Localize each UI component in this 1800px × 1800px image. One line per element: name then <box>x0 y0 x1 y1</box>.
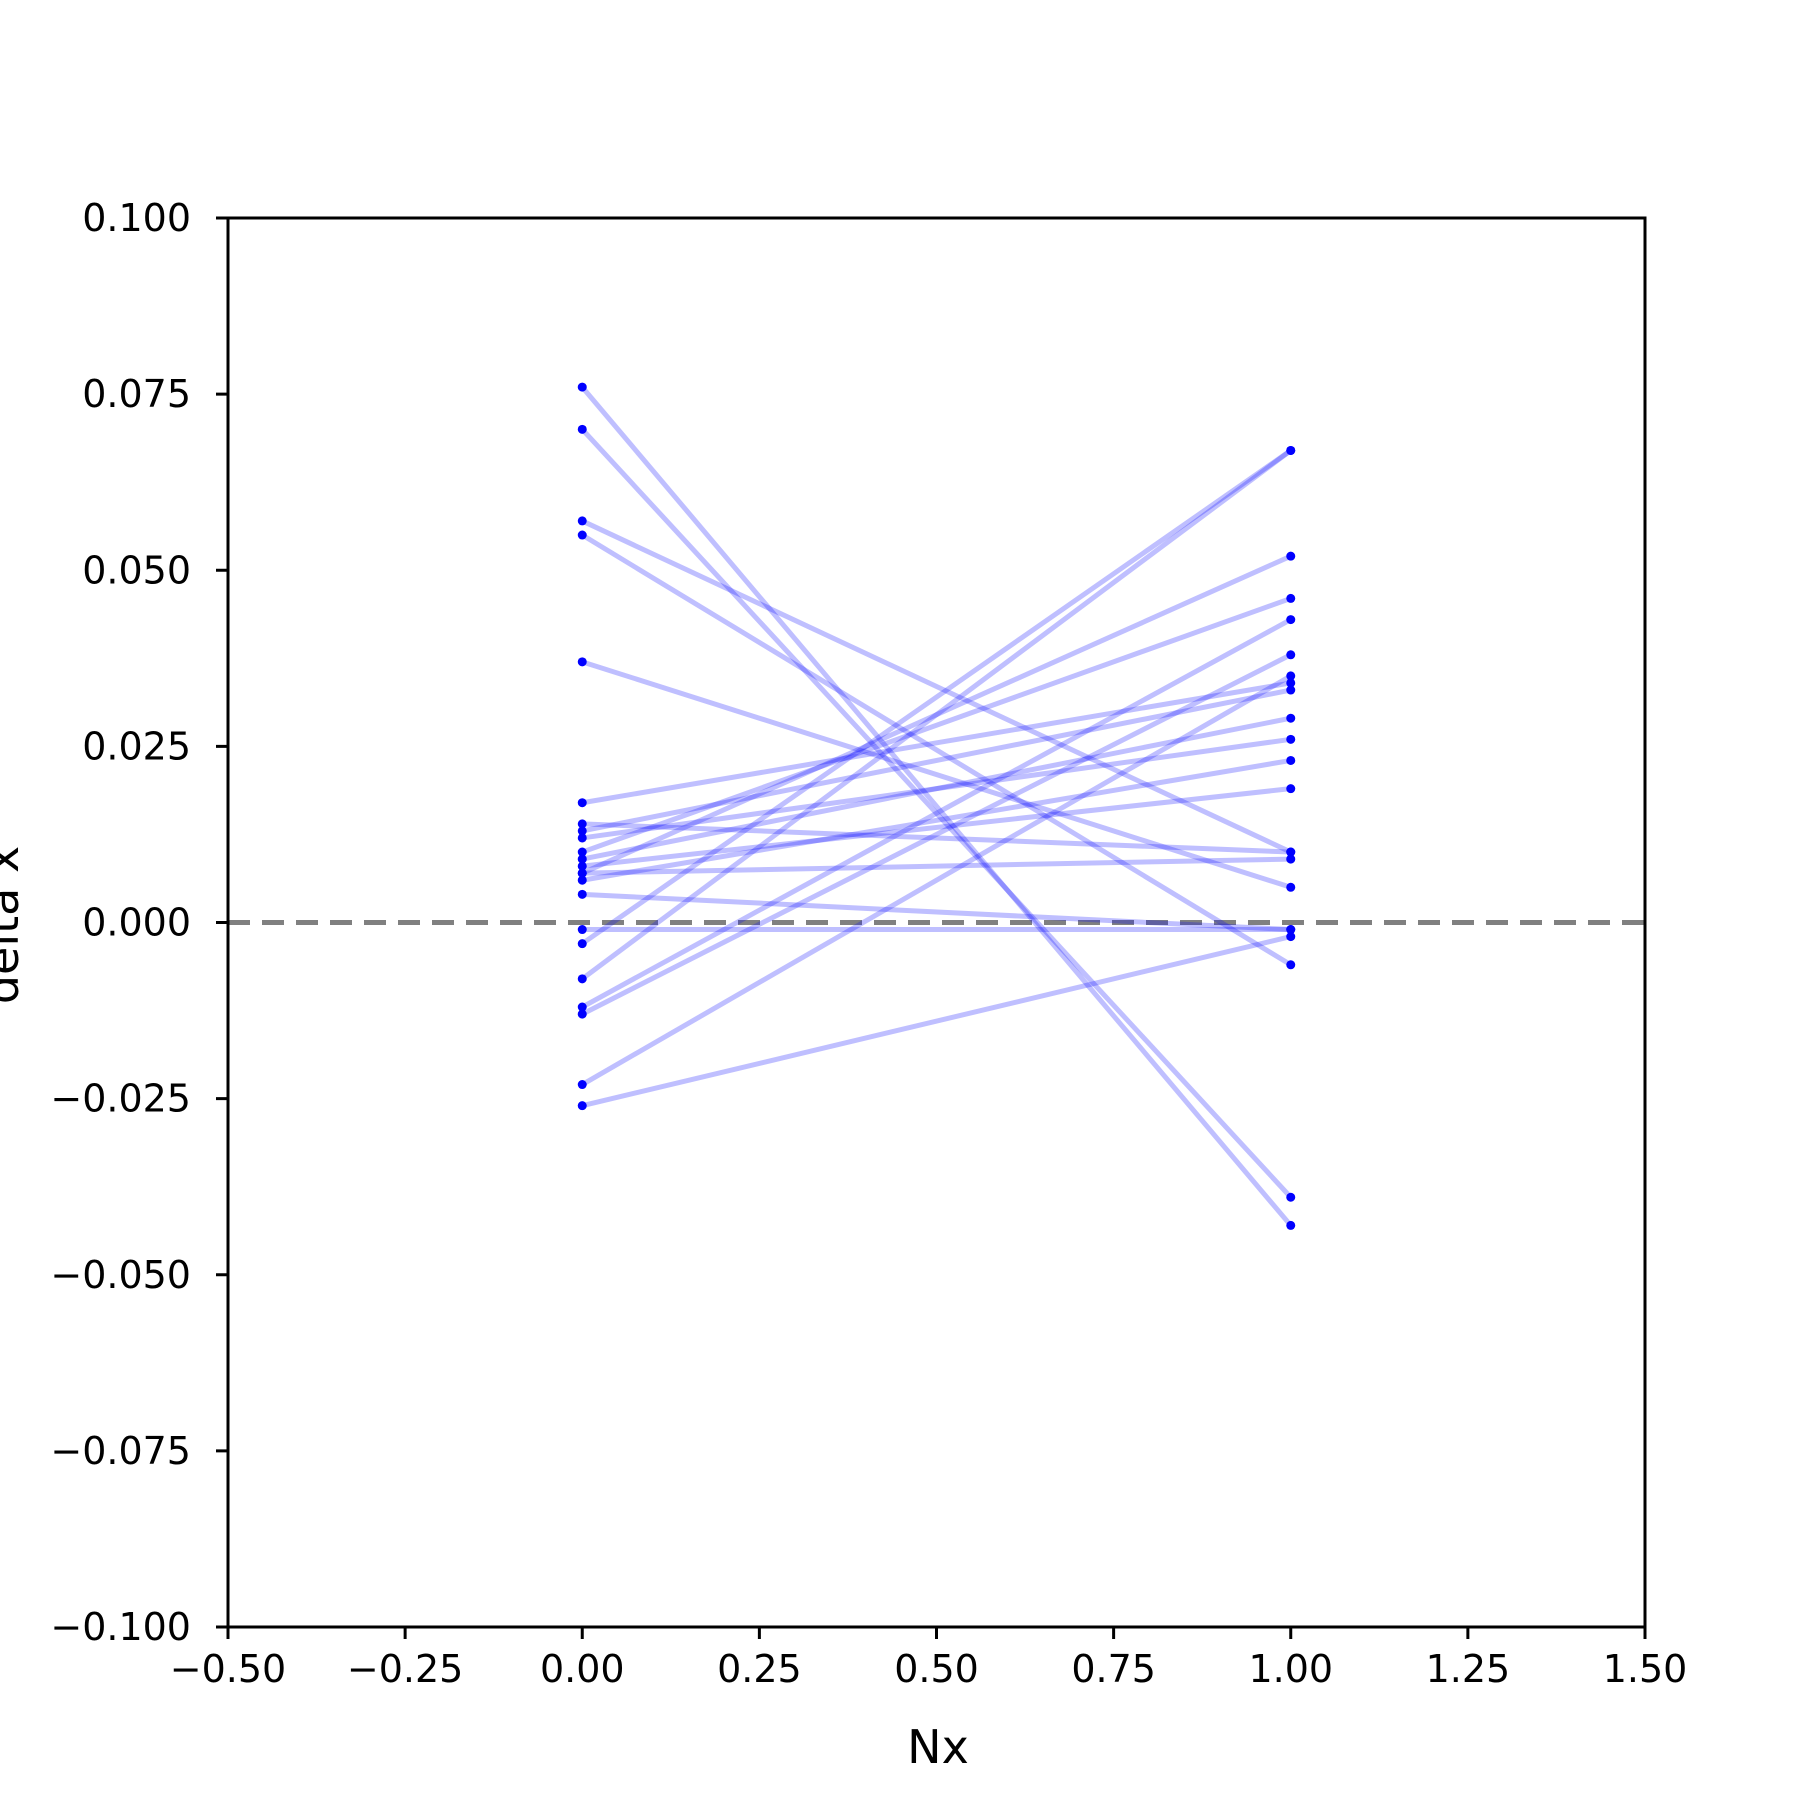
data-point-18-0 <box>577 974 587 984</box>
data-point-5-1 <box>1286 678 1296 688</box>
data-point-13-0 <box>577 868 587 878</box>
y-axis: −0.100 −0.075 −0.050 −0.025 0.000 0.025 0.050 0… <box>50 196 228 1649</box>
series-segment-7 <box>581 687 1292 834</box>
x-axis: −0.50 −0.25 0.00 0.25 0.50 0.75 1.00 1.25 1.50 <box>170 1627 1688 1691</box>
data-point-16-1 <box>1286 925 1296 935</box>
series-segment-13 <box>581 553 1292 876</box>
y-tick-label: −0.050 <box>50 1253 191 1297</box>
data-point-18-1 <box>1286 445 1296 455</box>
x-tick-label: −0.50 <box>170 1647 286 1691</box>
series-segment-5 <box>581 680 1292 806</box>
data-point-7-0 <box>577 826 587 836</box>
y-tick-label: 0.100 <box>82 196 191 240</box>
y-axis-label: delta x <box>0 846 29 1004</box>
x-tick-label: 0.00 <box>540 1647 625 1691</box>
x-tick-label: 0.75 <box>1071 1647 1156 1691</box>
data-point-21-1 <box>1286 671 1296 681</box>
y-tick-label: −0.100 <box>50 1605 191 1649</box>
data-point-9-1 <box>1286 593 1296 603</box>
data-point-5-0 <box>577 798 587 808</box>
data-point-8-1 <box>1286 734 1296 744</box>
y-tick-label: 0.075 <box>82 372 191 416</box>
series-segment-4 <box>581 659 1292 890</box>
data-point-15-0 <box>577 889 587 899</box>
series-segment-0 <box>580 385 1293 1228</box>
x-tick-label: 1.50 <box>1603 1647 1688 1691</box>
series-segment-20 <box>581 652 1292 1017</box>
data-point-8-0 <box>577 833 587 843</box>
data-point-22-1 <box>1286 932 1296 942</box>
series-segment-12 <box>582 856 1291 876</box>
data-point-6-1 <box>1286 847 1296 857</box>
series-segment-17 <box>580 448 1293 946</box>
series-segment-1 <box>580 427 1293 1199</box>
data-point-11-0 <box>577 861 587 871</box>
series-segment-11 <box>581 786 1292 869</box>
plot-area <box>226 216 1647 1629</box>
data-point-10-1 <box>1286 713 1296 723</box>
data-point-0-1 <box>1286 1220 1296 1230</box>
data-point-2-0 <box>577 516 587 526</box>
data-point-14-1 <box>1286 755 1296 765</box>
data-point-1-1 <box>1286 1192 1296 1202</box>
data-point-16-0 <box>577 925 587 935</box>
data-point-10-0 <box>577 854 587 864</box>
series-segment-8 <box>581 736 1292 841</box>
data-point-21-0 <box>577 1080 587 1090</box>
x-axis-label: Nx <box>907 1720 969 1774</box>
y-tick-label: 0.025 <box>82 724 191 768</box>
series-segment-10 <box>581 715 1292 862</box>
series-segment-18 <box>580 448 1293 981</box>
series-segment-14 <box>581 757 1292 883</box>
y-tick-label: −0.025 <box>50 1077 191 1121</box>
data-point-22-0 <box>577 1101 587 1111</box>
data-point-3-1 <box>1286 960 1296 970</box>
data-point-19-1 <box>1286 615 1296 625</box>
data-point-13-1 <box>1286 551 1296 561</box>
x-tick-label: 1.00 <box>1248 1647 1333 1691</box>
data-point-4-1 <box>1286 882 1296 892</box>
data-point-6-0 <box>577 819 587 829</box>
series-segment-9 <box>581 596 1292 855</box>
data-point-12-1 <box>1286 854 1296 864</box>
series-segment-19 <box>581 617 1292 1010</box>
series-segment-21 <box>581 673 1292 1087</box>
y-tick-label: 0.050 <box>82 548 191 592</box>
series-segment-3 <box>580 532 1293 967</box>
x-tick-label: 1.25 <box>1426 1647 1511 1691</box>
x-tick-label: 0.50 <box>894 1647 979 1691</box>
data-point-7-1 <box>1286 685 1296 695</box>
y-tick-label: 0.000 <box>82 901 191 945</box>
data-point-4-0 <box>577 657 587 667</box>
x-tick-label: −0.25 <box>347 1647 463 1691</box>
data-point-17-0 <box>577 939 587 949</box>
data-point-20-0 <box>577 1009 587 1019</box>
data-point-19-0 <box>577 1002 587 1012</box>
series-segment-15 <box>582 891 1291 933</box>
data-point-14-0 <box>577 875 587 885</box>
data-point-1-0 <box>577 424 587 434</box>
x-tick-label: 0.25 <box>717 1647 802 1691</box>
y-tick-label: −0.075 <box>50 1429 191 1473</box>
series-segment-22 <box>581 934 1292 1109</box>
series-segment-2 <box>581 518 1292 855</box>
data-point-20-1 <box>1286 650 1296 660</box>
data-point-3-0 <box>577 530 587 540</box>
data-point-9-0 <box>577 847 587 857</box>
series-segment-6 <box>582 821 1291 855</box>
data-point-0-0 <box>577 382 587 392</box>
data-point-11-1 <box>1286 784 1296 794</box>
